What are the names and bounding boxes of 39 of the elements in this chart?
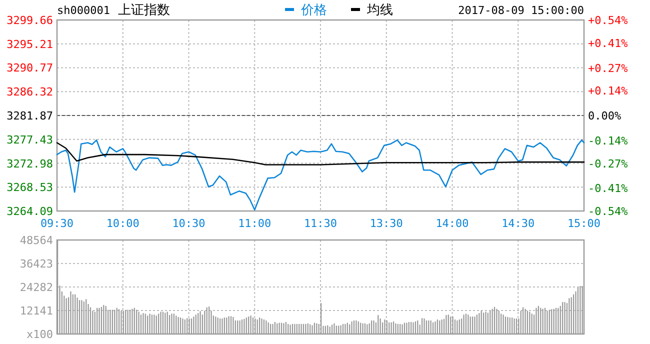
y-tick-label: 48564 [20,234,54,247]
y-tick-label: 3295.21 [6,38,53,51]
y-tick-label: 12141 [20,304,53,318]
y2-tick-label: +0.41% [588,36,628,50]
x-tick-label: 10:30 [172,217,206,230]
x-tick-label: 11:30 [304,217,338,230]
y-tick-label: 3268.53 [6,181,53,194]
legend-label: 均线 [366,3,393,18]
text: 2017-08-09 15:00:00 [458,4,584,17]
text: sh000001 [57,4,110,17]
y-tick-label: x100 [26,328,53,341]
x-tick-label: 11:00 [238,217,272,230]
y-tick-label: 3299.66 [6,14,53,27]
x-tick-label: 14:00 [436,217,469,230]
y-tick-label: 3272.98 [6,157,53,170]
y-tick-label: 3264.09 [6,205,53,218]
y2-tick-label: +0.27% [588,62,628,75]
y2-tick-label: 0.00% [588,110,622,122]
y-tick-label: 3286.32 [6,86,53,99]
legend-item: 均线 [351,3,393,18]
y2-tick-label: -0.41% [588,182,628,196]
y2-tick-label: -0.54% [588,205,628,218]
y2-tick-label: +0.14% [588,84,628,98]
y-tick-label: 3281.87 [6,110,53,123]
x-tick-label: 13:30 [370,217,403,230]
x-tick-label: 10:00 [106,217,140,230]
y-tick-label: 3290.77 [6,62,53,75]
legend-label: 价格 [300,3,327,18]
x-tick-label: 15:00 [567,217,601,230]
x-tick-label: 14:30 [502,217,535,230]
y-tick-label: 3277.43 [6,133,53,146]
y2-tick-label: -0.14% [588,134,628,148]
y2-tick-label: -0.27% [588,157,628,170]
y2-tick-label: +0.54% [588,14,628,27]
chart-title: 上证指数 [118,3,170,18]
x-tick-label: 09:30 [40,217,74,230]
legend-item: 价格 [285,3,327,18]
y-tick-label: 24282 [20,281,53,294]
y-tick-label: 36423 [20,258,53,270]
